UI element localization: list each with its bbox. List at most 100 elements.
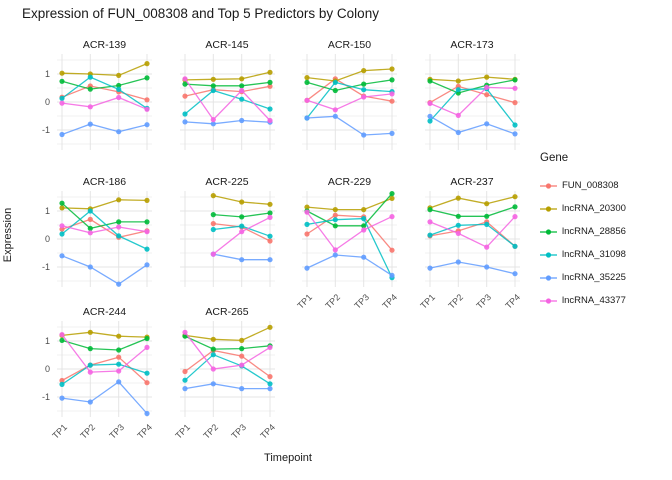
data-point-lncRNA_43377 <box>266 214 273 220</box>
data-point-lncRNA_31098 <box>266 106 273 112</box>
series-line-lncRNA_31098 <box>61 76 148 109</box>
data-point-lncRNA_20300 <box>361 207 367 213</box>
data-point-lncRNA_31098 <box>483 221 489 227</box>
legend-key-icon <box>540 251 557 258</box>
data-point-lncRNA_35225 <box>455 259 461 265</box>
data-point-lncRNA_43377 <box>87 230 93 236</box>
y-tick-label: 0 <box>44 364 50 374</box>
data-point-lncRNA_43377 <box>87 104 93 110</box>
data-point-lncRNA_31098 <box>266 381 273 387</box>
data-point-lncRNA_35225 <box>483 121 489 127</box>
data-point-FUN_008308 <box>304 231 310 237</box>
data-point-lncRNA_35225 <box>238 386 244 392</box>
x-tick-label: TP4 <box>135 422 155 441</box>
data-point-lncRNA_20300 <box>116 197 122 203</box>
data-point-FUN_008308 <box>511 100 518 106</box>
data-point-lncRNA_43377 <box>238 87 244 94</box>
data-point-lncRNA_20300 <box>87 329 93 335</box>
series-line-lncRNA_20300 <box>61 199 148 210</box>
x-tick-label: TP2 <box>201 422 220 441</box>
series-line-lncRNA_35225 <box>429 261 515 275</box>
data-point-lncRNA_31098 <box>238 223 244 229</box>
data-point-lncRNA_43377 <box>332 247 338 253</box>
data-point-FUN_008308 <box>144 380 150 386</box>
facet-strip-ACR-229: ACR-229 <box>327 176 372 188</box>
data-point-lncRNA_31098 <box>332 79 338 85</box>
y-tick-label: -1 <box>41 125 50 135</box>
legend-label: lncRNA_28856 <box>562 226 626 237</box>
data-point-lncRNA_43377 <box>266 117 273 124</box>
data-point-FUN_008308 <box>59 377 65 384</box>
series-line-FUN_008308 <box>429 221 515 247</box>
data-point-lncRNA_20300 <box>361 68 367 74</box>
data-point-lncRNA_31098 <box>332 217 338 223</box>
data-point-lncRNA_31098 <box>426 232 433 238</box>
data-point-lncRNA_43377 <box>304 97 310 103</box>
x-tick-label: TP4 <box>380 292 400 311</box>
x-tick-label: TP2 <box>446 292 465 311</box>
legend-label: lncRNA_20300 <box>562 203 626 214</box>
legend-item-lncRNA_31098: lncRNA_31098 <box>540 243 626 266</box>
data-point-lncRNA_31098 <box>210 352 216 358</box>
data-point-lncRNA_28856 <box>116 219 122 225</box>
facet-panel-ACR-186 <box>57 191 152 287</box>
data-point-FUN_008308 <box>210 221 216 227</box>
data-point-lncRNA_43377 <box>389 91 395 97</box>
legend-label: lncRNA_35225 <box>562 272 626 283</box>
data-point-lncRNA_28856 <box>87 86 93 92</box>
series-line-FUN_008308 <box>184 85 270 97</box>
x-tick-label: TP2 <box>323 292 343 311</box>
data-point-lncRNA_28856 <box>210 346 216 352</box>
series-line-lncRNA_43377 <box>61 96 148 110</box>
data-point-lncRNA_20300 <box>266 324 273 330</box>
data-point-FUN_008308 <box>389 247 395 253</box>
series-line-lncRNA_31098 <box>184 353 270 385</box>
data-point-lncRNA_31098 <box>361 87 367 93</box>
data-point-lncRNA_28856 <box>361 81 367 87</box>
legend-key-point <box>545 251 552 258</box>
data-point-lncRNA_20300 <box>116 72 122 78</box>
facet-panel-ACR-244 <box>57 321 152 417</box>
data-point-lncRNA_43377 <box>511 85 518 91</box>
x-tick-label: TP3 <box>352 292 371 311</box>
data-point-FUN_008308 <box>389 98 395 104</box>
series-line-lncRNA_28856 <box>61 337 148 351</box>
data-point-lncRNA_31098 <box>511 122 518 128</box>
data-point-lncRNA_28856 <box>511 204 518 210</box>
series-line-lncRNA_35225 <box>61 123 148 136</box>
series-line-lncRNA_43377 <box>61 334 148 373</box>
data-point-lncRNA_35225 <box>144 122 150 128</box>
data-point-lncRNA_35225 <box>144 262 150 268</box>
data-point-lncRNA_35225 <box>59 395 65 401</box>
x-tick-label: TP4 <box>502 292 522 311</box>
data-point-lncRNA_31098 <box>361 216 367 222</box>
y-tick-label: 1 <box>44 206 50 216</box>
y-tick-label: -1 <box>41 262 50 272</box>
data-point-lncRNA_35225 <box>181 386 188 392</box>
data-point-lncRNA_31098 <box>455 87 461 93</box>
data-point-lncRNA_31098 <box>266 233 273 239</box>
data-point-lncRNA_43377 <box>144 106 150 112</box>
data-point-FUN_008308 <box>116 354 122 360</box>
x-tick-label: TP3 <box>474 292 494 311</box>
data-point-lncRNA_31098 <box>426 118 433 124</box>
series-line-lncRNA_43377 <box>306 211 393 251</box>
x-tick-label: TP3 <box>229 422 249 441</box>
data-point-lncRNA_28856 <box>144 335 150 342</box>
series-line-lncRNA_31098 <box>306 81 393 119</box>
data-point-lncRNA_35225 <box>59 253 65 259</box>
data-point-lncRNA_28856 <box>144 219 150 225</box>
data-point-lncRNA_35225 <box>87 264 93 270</box>
data-point-lncRNA_31098 <box>455 222 461 228</box>
data-point-lncRNA_20300 <box>210 193 216 199</box>
data-point-lncRNA_43377 <box>426 219 433 225</box>
series-line-lncRNA_35225 <box>61 381 148 414</box>
data-point-lncRNA_28856 <box>266 79 273 85</box>
data-point-lncRNA_20300 <box>455 195 461 201</box>
data-point-FUN_008308 <box>87 216 93 222</box>
series-line-FUN_008308 <box>184 349 270 378</box>
series-line-lncRNA_31098 <box>306 217 393 278</box>
data-point-lncRNA_43377 <box>116 94 122 101</box>
series-line-lncRNA_43377 <box>306 93 393 111</box>
series-line-lncRNA_35225 <box>184 119 270 125</box>
